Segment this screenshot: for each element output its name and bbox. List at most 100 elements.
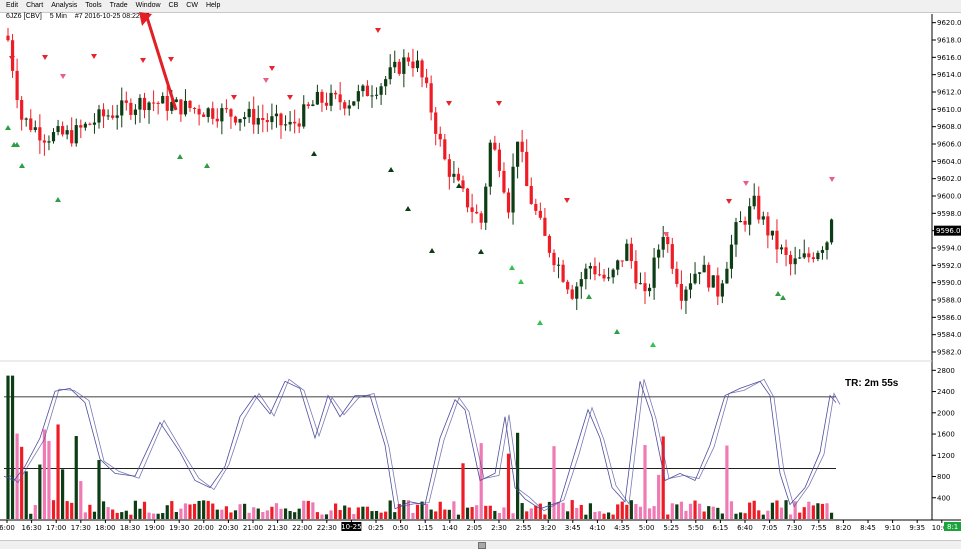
volume-bar [757,510,761,519]
price-tick-label: 9614.0 [937,71,961,79]
buy-arrow-icon [650,342,656,347]
time-tick-label: 19:00 [145,524,165,532]
volume-bar [411,513,415,519]
candle-body [461,180,465,189]
candle-body [397,61,401,74]
menu-item-trade[interactable]: Trade [109,2,128,9]
candle-body [652,257,656,288]
candle-body [516,141,520,167]
candle-body [429,83,433,113]
stochastic-d-line [7,378,841,512]
volume-bar [488,505,492,519]
volume-bar [270,506,274,519]
volume-bar [770,502,774,519]
volume-bar [547,501,552,519]
candle-body [51,132,56,142]
volume-bar [179,508,183,519]
candle-body [33,127,37,130]
volume-bar [115,512,119,519]
candle-body [775,230,779,250]
candle-body [247,108,251,118]
candle-body [106,115,110,117]
candle-body [120,100,124,116]
candle-body [88,123,92,125]
candle-body [488,142,492,187]
volume-bar [297,508,301,519]
volume-bar [188,504,192,519]
indicator-tick-label: 2800 [937,367,955,375]
volume-bar [265,510,269,519]
volume-bar [42,429,46,519]
candle-body [520,141,524,152]
candle-body [465,188,470,208]
candle-body [233,116,238,123]
sell-arrow-icon [829,177,835,182]
candle-body [6,35,10,41]
candle-body [24,118,28,120]
menu-item-cb[interactable]: CB [168,2,179,9]
menu-item-window[interactable]: Window [135,2,161,9]
volume-bar [461,463,465,519]
candle-body [411,61,415,69]
volume-bar [452,501,456,519]
volume-bar [793,501,797,519]
candle-body [602,274,606,279]
menu-item-analysis[interactable]: Analysis [51,2,78,9]
price-tick-label: 9608.0 [937,123,961,131]
volume-bar [561,502,565,519]
time-tick-label: 22:00 [292,524,312,532]
volume-bar [493,510,497,519]
volume-bar [165,505,169,519]
volume-bar [597,511,602,519]
volume-bar [211,503,215,519]
volume-bar [88,504,92,519]
volume-bar [738,512,743,519]
candle-body [556,264,561,266]
volume-bar [420,501,424,519]
candle-body [206,108,210,117]
candle-body [315,91,319,105]
menu-item-help[interactable]: Help [205,2,221,9]
sell-arrow-icon [231,95,237,100]
volume-bar [51,500,56,519]
volume-bar [97,460,101,519]
time-tick-label: 6:40 [737,524,753,532]
candle-body [302,104,306,127]
menu-item-edit[interactable]: Edit [6,2,19,9]
sell-arrow-icon [496,101,502,106]
price-tick-label: 9618.0 [937,37,961,45]
time-tick-label: 5:00 [639,524,655,532]
candle-body [452,173,456,177]
candle-body [593,266,597,275]
menu-item-cw[interactable]: CW [186,2,198,9]
volume-bar [702,511,706,519]
time-tick-label: 10:00 [932,524,952,532]
candle-body [693,273,697,284]
volume-bar [406,500,410,519]
candle-body [402,57,406,74]
candle-body [493,142,497,150]
menu-item-tools[interactable]: Tools [85,2,102,9]
candle-body [802,253,806,258]
candle-body [61,126,65,135]
volume-bar [252,507,256,519]
sell-arrow-icon [663,232,669,237]
candle-body [570,289,574,299]
buy-arrow-icon [509,265,515,270]
volume-bar [802,507,806,519]
buy-arrow-icon [405,206,411,211]
candle-body [484,186,488,223]
candle-body [761,216,765,220]
volume-bar [779,507,784,519]
candle-body [170,101,174,111]
volume-bar [56,424,60,519]
time-tick-label: 18:30 [120,524,140,532]
candle-body [197,108,201,115]
menu-item-chart[interactable]: Chart [26,2,44,9]
volume-bar [684,510,688,519]
time-tick-label: 0:50 [393,524,409,532]
buy-arrow-icon [614,329,620,334]
candle-body [179,99,183,115]
candle-body [820,250,825,253]
